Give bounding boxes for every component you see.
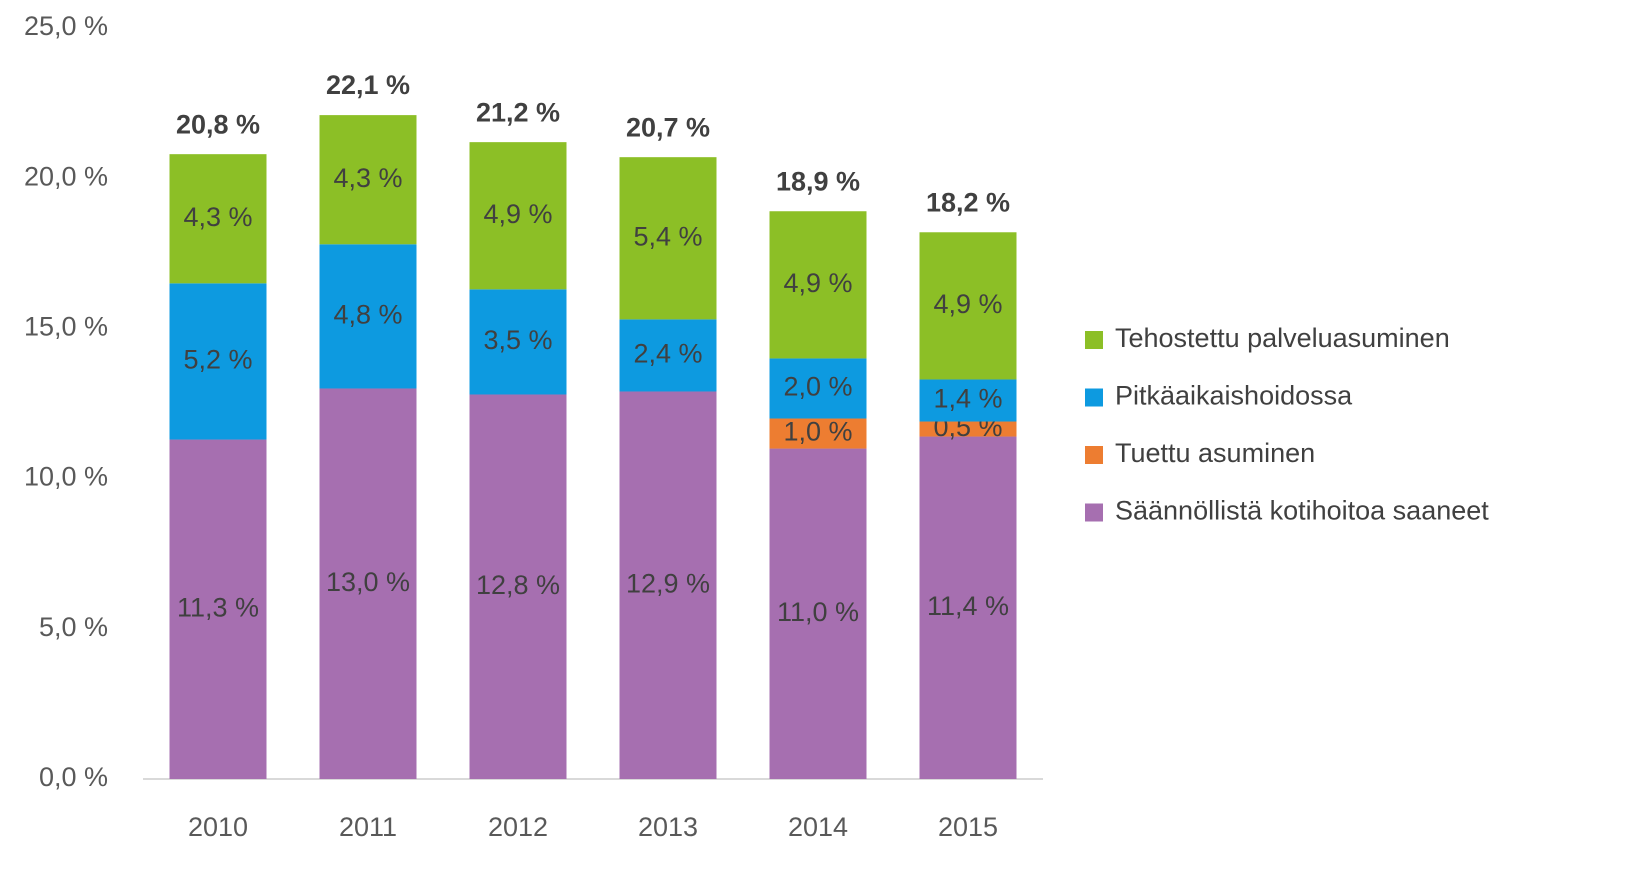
- bar-segment: [169, 154, 267, 284]
- total-label: 20,7 %: [626, 112, 710, 142]
- y-tick-label: 25,0 %: [24, 11, 108, 41]
- y-tick-label: 0,0 %: [39, 762, 108, 792]
- legend-swatch: [1085, 503, 1103, 522]
- bar-segment: [769, 418, 867, 449]
- bar-segment: [169, 439, 267, 779]
- x-tick-label: 2010: [188, 812, 248, 842]
- legend-label: Pitkäaikaishoidossa: [1115, 381, 1353, 411]
- bar-segment: [469, 394, 567, 779]
- bar-value-label: 1,4 %: [933, 384, 1002, 414]
- bar-value-label: 11,3 %: [177, 592, 259, 622]
- bar-value-label: 3,5 %: [483, 325, 552, 355]
- bar-value-label: 13,0 %: [326, 567, 410, 597]
- bar-segment: [469, 289, 567, 395]
- x-tick-label: 2012: [488, 812, 548, 842]
- bar-value-label: 4,9 %: [783, 268, 852, 298]
- bar-segment: [319, 388, 417, 779]
- bar-value-label: 12,9 %: [626, 568, 710, 598]
- legend-label: Tehostettu palveluasuminen: [1115, 323, 1450, 353]
- total-label: 18,9 %: [776, 166, 860, 196]
- y-tick-label: 10,0 %: [24, 462, 108, 492]
- total-label: 18,2 %: [926, 187, 1010, 217]
- bar-value-label: 11,4 %: [927, 591, 1009, 621]
- y-tick-label: 5,0 %: [39, 612, 108, 642]
- legend-label: Säännöllistä kotihoitoa saaneet: [1115, 496, 1489, 526]
- bar-value-label: 1,0 %: [783, 417, 852, 447]
- bar-segment: [169, 283, 267, 440]
- bar-segment: [319, 115, 417, 245]
- bar-value-label: 5,4 %: [633, 221, 702, 251]
- bar-segment: [469, 142, 567, 290]
- bar-segment: [769, 358, 867, 419]
- bar-value-label: 12,8 %: [476, 570, 560, 600]
- bar-segment: [919, 436, 1017, 779]
- y-tick-label: 15,0 %: [24, 312, 108, 342]
- legend-swatch: [1085, 446, 1103, 464]
- bar-segment: [919, 379, 1017, 422]
- bar-segment: [319, 244, 417, 389]
- bar-value-label: 5,2 %: [183, 345, 252, 375]
- legend-swatch: [1085, 388, 1103, 407]
- x-tick-label: 2013: [638, 812, 698, 842]
- bar-value-label: 4,3 %: [183, 202, 252, 232]
- total-label: 21,2 %: [476, 97, 560, 127]
- legend-swatch: [1085, 331, 1103, 349]
- bar-value-label: 4,8 %: [333, 300, 402, 330]
- total-label: 22,1 %: [326, 70, 410, 100]
- bar-segment: [619, 319, 717, 392]
- bar-segment: [769, 211, 867, 359]
- total-label: 20,8 %: [176, 109, 260, 139]
- bar-segment: [919, 421, 1017, 437]
- y-tick-label: 20,0 %: [24, 161, 108, 191]
- bar-value-label: 4,3 %: [333, 163, 402, 193]
- bar-segment: [919, 232, 1017, 380]
- x-tick-label: 2015: [938, 812, 998, 842]
- legend-label: Tuettu asuminen: [1115, 438, 1315, 468]
- bar-value-label: 4,9 %: [483, 199, 552, 229]
- x-tick-label: 2014: [788, 812, 848, 842]
- bar-segment: [769, 448, 867, 779]
- x-tick-label: 2011: [339, 812, 397, 842]
- bar-value-label: 2,4 %: [633, 339, 702, 369]
- bar-value-label: 4,9 %: [933, 289, 1002, 319]
- bar-value-label: 11,0 %: [777, 597, 859, 627]
- bar-segment: [619, 157, 717, 320]
- bar-segment: [619, 391, 717, 779]
- bar-value-label: 2,0 %: [783, 372, 852, 402]
